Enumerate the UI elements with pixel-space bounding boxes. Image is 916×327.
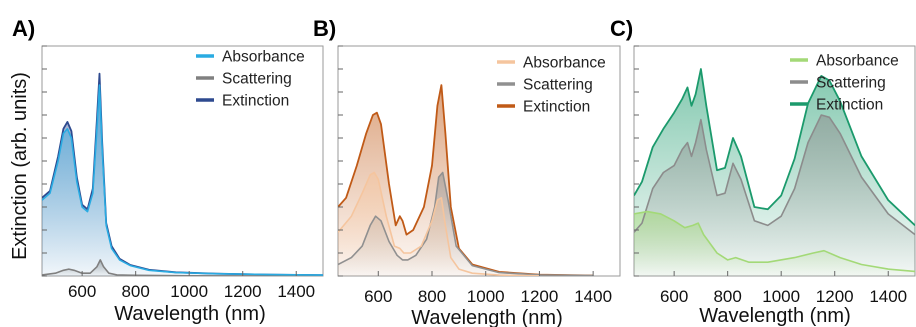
series-line-a-scattering xyxy=(42,259,323,276)
y-axis-label: Extinction (arb. units) xyxy=(9,72,31,260)
x-tick-label-c-1: 800 xyxy=(713,287,741,306)
panel-label-a: A) xyxy=(12,16,35,41)
panel-label-b: B) xyxy=(313,16,336,41)
x-axis-label-a: Wavelength (nm) xyxy=(114,303,266,325)
legend-b: Absorbance Scattering Extinction xyxy=(497,55,606,116)
series-line-a-absorbance xyxy=(42,84,323,276)
series-a xyxy=(42,72,323,276)
x-tick-label-a-4: 1400 xyxy=(277,282,315,301)
legend-label-b-absorbance: Absorbance xyxy=(523,55,606,72)
x-tick-label-b-4: 1400 xyxy=(574,287,612,306)
x-tick-label-a-0: 600 xyxy=(68,282,96,301)
yticks-a xyxy=(42,45,47,277)
area-fill-a-absorbance xyxy=(42,85,323,276)
yticks-b xyxy=(338,45,343,277)
x-tick-label-c-0: 600 xyxy=(660,287,688,306)
x-tick-label-a-1: 800 xyxy=(121,282,149,301)
legend-label-a-scattering: Scattering xyxy=(222,71,292,88)
legend-a: Absorbance Scattering Extinction xyxy=(196,49,305,110)
legend-label-c-scattering: Scattering xyxy=(816,75,886,92)
panel-label-c: C) xyxy=(610,16,633,41)
panel-a: A) 600 800 1000 1200 1400 Wavelength (nm) Ab… xyxy=(12,16,324,325)
x-tick-label-b-3: 1200 xyxy=(521,287,559,306)
legend-label-c-absorbance: Absorbance xyxy=(816,53,899,70)
panel-c: C) 600 800 1000 1200 1400 Wavelength (nm) Ab… xyxy=(610,16,916,327)
xticks-a: 600 800 1000 1200 1400 xyxy=(68,271,315,301)
xticks-b: 600 800 1000 1200 1400 xyxy=(364,271,612,306)
x-tick-label-a-3: 1200 xyxy=(224,282,262,301)
x-tick-label-b-0: 600 xyxy=(364,287,392,306)
series-line-b-absorbance xyxy=(338,171,540,276)
series-line-c-absorbance xyxy=(634,210,915,273)
x-tick-label-c-2: 1000 xyxy=(762,287,800,306)
fills-b xyxy=(338,85,594,276)
fills-a xyxy=(42,73,323,276)
x-tick-label-b-1: 800 xyxy=(418,287,446,306)
x-axis-label-b: Wavelength (nm) xyxy=(411,307,563,327)
series-b xyxy=(338,84,594,276)
series-c xyxy=(634,68,915,273)
panel-b: B) 600 800 1000 1200 1400 Wavelength (nm) Ab… xyxy=(313,16,621,327)
legend-label-a-extinction: Extinction xyxy=(222,93,289,110)
yticks-c xyxy=(634,45,639,277)
xticks-c: 600 800 1000 1200 1400 xyxy=(660,271,907,306)
legend-c: Absorbance Scattering Extinction xyxy=(790,53,899,114)
x-tick-label-a-2: 1000 xyxy=(170,282,208,301)
legend-label-b-extinction: Extinction xyxy=(523,99,590,116)
area-fill-b-absorbance xyxy=(338,172,540,276)
legend-label-a-absorbance: Absorbance xyxy=(222,49,305,66)
legend-label-c-extinction: Extinction xyxy=(816,97,883,114)
x-tick-label-b-2: 1000 xyxy=(467,287,505,306)
legend-label-b-scattering: Scattering xyxy=(523,77,593,94)
series-line-c-extinction xyxy=(634,68,915,227)
series-line-c-scattering xyxy=(634,114,915,236)
x-tick-label-c-4: 1400 xyxy=(869,287,907,306)
x-axis-label-c: Wavelength (nm) xyxy=(699,305,851,327)
x-tick-label-c-3: 1200 xyxy=(816,287,854,306)
area-fill-b-extinction xyxy=(338,85,594,276)
series-line-b-scattering xyxy=(338,171,594,276)
